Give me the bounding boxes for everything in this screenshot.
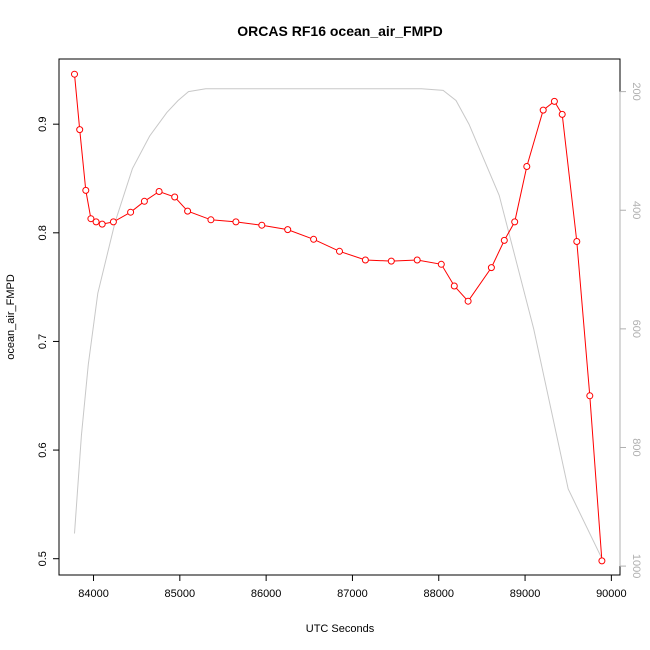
data-point xyxy=(171,193,179,201)
data-point xyxy=(71,70,78,78)
data-point xyxy=(109,218,117,226)
data-point xyxy=(92,218,100,226)
y2-tick-label: 800 xyxy=(630,438,642,456)
data-point xyxy=(598,557,606,565)
data-point xyxy=(284,226,292,234)
data-point xyxy=(539,106,547,114)
y-tick-label: 0.8 xyxy=(37,225,49,240)
data-point xyxy=(155,188,163,195)
x-tick-label: 84000 xyxy=(78,588,109,600)
x-tick-label: 88000 xyxy=(423,588,454,600)
data-point xyxy=(361,256,369,264)
data-point xyxy=(127,208,135,216)
data-point xyxy=(98,220,106,228)
x-tick-label: 87000 xyxy=(337,588,368,600)
chart-title: ORCAS RF16 ocean_air_FMPD xyxy=(237,23,442,39)
data-point xyxy=(558,110,566,118)
data-point xyxy=(76,126,84,134)
data-point xyxy=(550,97,558,105)
data-point xyxy=(184,207,192,215)
x-tick-label: 90000 xyxy=(596,588,627,600)
x-tick-label: 89000 xyxy=(510,588,541,600)
data-point xyxy=(140,197,148,205)
y-tick-label: 0.5 xyxy=(37,551,49,566)
data-point xyxy=(336,247,343,255)
data-point xyxy=(310,235,318,243)
y2-tick-label: 400 xyxy=(630,201,642,219)
data-point xyxy=(500,236,508,244)
y-axis-label: ocean_air_FMPD xyxy=(5,274,17,360)
data-point xyxy=(450,282,458,290)
data-point xyxy=(258,221,266,229)
y2-tick-label: 1000 xyxy=(630,554,642,578)
data-point xyxy=(232,218,240,226)
y-tick-label: 0.7 xyxy=(37,334,49,349)
data-point xyxy=(586,392,594,400)
secondary-series-line xyxy=(74,88,604,561)
data-point xyxy=(523,163,531,170)
data-point xyxy=(413,256,421,264)
x-tick-label: 86000 xyxy=(251,588,282,600)
y2-tick-label: 200 xyxy=(630,82,642,100)
x-axis-label: UTC Seconds xyxy=(306,623,375,635)
data-point xyxy=(87,215,95,223)
y2-tick-label: 600 xyxy=(630,320,642,338)
data-point xyxy=(387,257,395,265)
data-point xyxy=(511,218,519,226)
data-point xyxy=(573,238,581,245)
y-tick-label: 0.6 xyxy=(37,442,49,457)
series-layer xyxy=(71,70,606,565)
data-point xyxy=(437,260,445,268)
primary-series-line xyxy=(74,74,603,561)
data-point xyxy=(464,297,472,305)
x-tick-label: 85000 xyxy=(165,588,196,600)
axes-layer: 84000 85000 86000 87000 88000 89000 90000 0.5 0.… xyxy=(37,82,642,600)
y-tick-label: 0.9 xyxy=(37,117,49,132)
data-point xyxy=(82,186,90,194)
data-point xyxy=(207,216,215,224)
data-point xyxy=(487,264,495,272)
